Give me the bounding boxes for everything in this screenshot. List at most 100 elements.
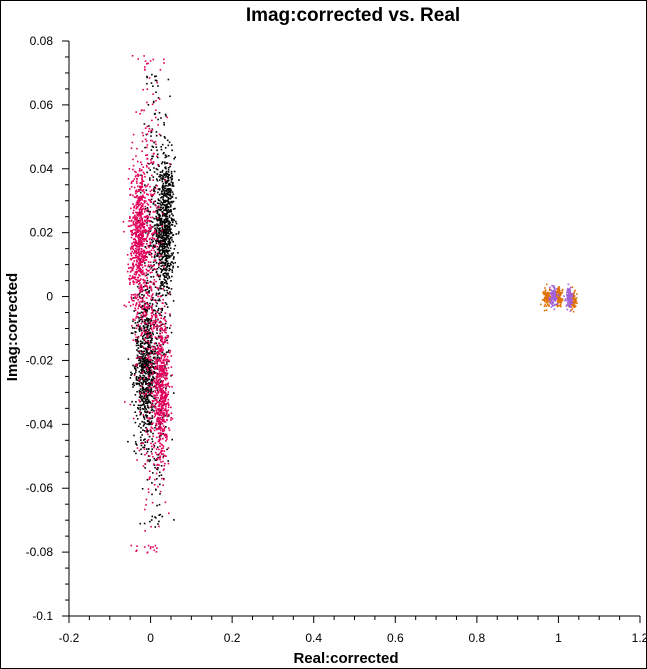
data-point [136, 364, 138, 366]
data-point [166, 212, 168, 215]
data-point [567, 291, 569, 293]
data-point [148, 368, 151, 370]
data-point [158, 401, 161, 403]
data-point [168, 191, 170, 194]
data-point [150, 319, 152, 322]
data-point [161, 373, 163, 376]
data-point [167, 171, 170, 173]
data-point [549, 295, 552, 298]
data-point [132, 223, 135, 225]
data-point [140, 109, 143, 112]
data-point [169, 191, 172, 194]
data-point [164, 408, 166, 410]
data-point [136, 313, 138, 315]
data-point [150, 161, 153, 164]
data-point [147, 273, 149, 276]
data-point [553, 298, 556, 300]
data-point [159, 244, 161, 247]
data-point [145, 297, 148, 299]
data-point [166, 220, 169, 222]
data-point [144, 315, 147, 318]
data-point [143, 378, 145, 380]
data-point [157, 346, 159, 349]
data-point [573, 292, 575, 294]
data-point [145, 358, 148, 360]
data-point [152, 101, 155, 104]
data-point [151, 241, 154, 244]
data-point [139, 191, 142, 194]
data-point [154, 342, 156, 345]
x-tick-label: 0.4 [305, 631, 322, 645]
data-point [153, 400, 155, 402]
data-point [151, 189, 153, 191]
data-point [135, 222, 138, 225]
data-point [159, 387, 161, 389]
data-point [133, 273, 136, 275]
data-point [157, 418, 159, 420]
data-point [158, 475, 161, 477]
data-point [162, 400, 164, 403]
data-point [140, 314, 143, 317]
data-point [160, 474, 163, 476]
data-point [160, 317, 162, 319]
data-point [153, 217, 155, 220]
data-point [545, 293, 547, 295]
data-point [140, 239, 142, 242]
data-point [132, 220, 135, 223]
data-point [147, 363, 149, 365]
data-point [153, 284, 156, 286]
data-point [165, 218, 167, 221]
data-point [167, 257, 169, 260]
data-point [161, 161, 164, 163]
data-point [138, 359, 140, 362]
data-point [160, 284, 163, 287]
data-point [146, 348, 148, 351]
data-point [145, 216, 147, 218]
data-point [569, 298, 571, 300]
data-point [150, 350, 152, 352]
data-point [149, 302, 151, 305]
data-point [150, 288, 153, 290]
data-point [139, 411, 141, 413]
data-point [140, 317, 143, 319]
data-point [142, 166, 145, 168]
data-point [147, 384, 150, 386]
data-point [158, 98, 161, 100]
data-point [168, 277, 171, 279]
data-point [145, 328, 148, 331]
data-point [153, 464, 156, 466]
data-point [159, 364, 161, 367]
data-point [166, 415, 169, 418]
data-point [570, 302, 573, 305]
data-point [140, 233, 142, 235]
data-point [164, 399, 166, 401]
data-point [130, 374, 132, 376]
data-point [156, 224, 158, 227]
data-point [153, 324, 155, 326]
data-point [164, 412, 166, 415]
data-point [148, 229, 151, 232]
data-point [145, 240, 148, 242]
data-point [152, 240, 154, 242]
data-point [162, 416, 165, 418]
data-point [170, 232, 172, 235]
data-point [152, 386, 154, 388]
data-point [143, 326, 145, 329]
data-point [164, 238, 167, 240]
data-point [159, 451, 162, 454]
data-point [165, 232, 167, 235]
data-point [162, 372, 165, 375]
data-point [155, 424, 158, 427]
data-point [155, 91, 157, 93]
data-point [135, 357, 138, 359]
data-point [156, 467, 158, 470]
data-point [162, 230, 164, 233]
data-point [154, 244, 157, 247]
data-point [552, 290, 554, 292]
data-point [154, 544, 157, 547]
data-point [160, 201, 162, 203]
data-point [164, 162, 166, 165]
data-point [163, 358, 165, 361]
data-point [138, 328, 141, 330]
data-point [139, 219, 142, 221]
